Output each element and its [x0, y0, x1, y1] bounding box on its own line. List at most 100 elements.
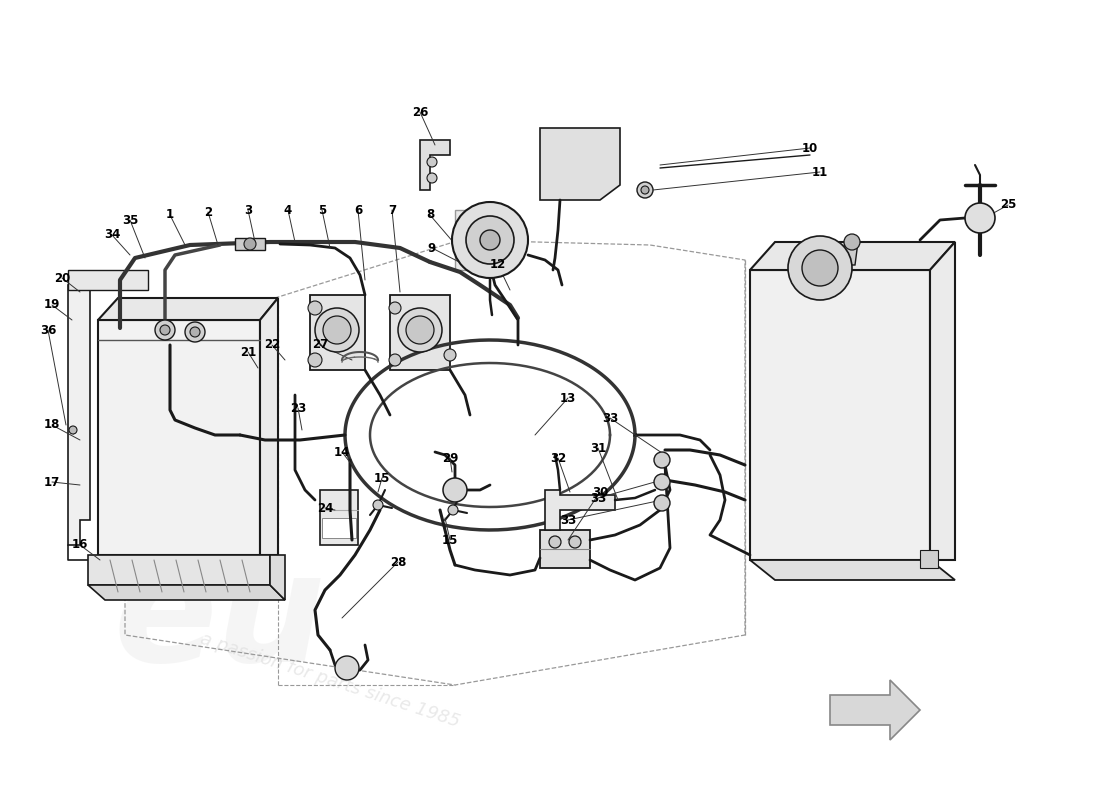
Text: 29: 29: [442, 451, 459, 465]
Circle shape: [452, 202, 528, 278]
Text: a passion for parts since 1985: a passion for parts since 1985: [198, 630, 462, 730]
Polygon shape: [270, 555, 285, 600]
Polygon shape: [455, 210, 510, 270]
Circle shape: [336, 656, 359, 680]
Bar: [68, 270, 148, 290]
Polygon shape: [540, 128, 620, 200]
Text: 33: 33: [590, 491, 606, 505]
Text: 8: 8: [426, 209, 434, 222]
Polygon shape: [88, 585, 285, 600]
Text: 23: 23: [290, 402, 306, 414]
Polygon shape: [750, 270, 930, 560]
Text: 34: 34: [103, 229, 120, 242]
Circle shape: [654, 452, 670, 468]
Circle shape: [844, 234, 860, 250]
Text: 21: 21: [240, 346, 256, 358]
Polygon shape: [260, 298, 278, 555]
Circle shape: [373, 500, 383, 510]
Circle shape: [443, 478, 468, 502]
Circle shape: [480, 230, 501, 250]
Text: 3: 3: [244, 203, 252, 217]
Text: 2: 2: [204, 206, 212, 218]
Polygon shape: [68, 285, 90, 545]
Circle shape: [244, 238, 256, 250]
Text: 15: 15: [374, 471, 390, 485]
Circle shape: [965, 203, 996, 233]
Polygon shape: [98, 298, 278, 320]
Circle shape: [160, 325, 170, 335]
Text: 18: 18: [44, 418, 60, 431]
Polygon shape: [930, 242, 955, 560]
Polygon shape: [420, 140, 450, 190]
Circle shape: [155, 320, 175, 340]
Text: 28: 28: [389, 555, 406, 569]
Text: 14: 14: [333, 446, 350, 458]
Bar: [322, 518, 356, 538]
Bar: [390, 295, 450, 370]
Circle shape: [788, 236, 853, 300]
Text: 22: 22: [264, 338, 280, 351]
Text: 9: 9: [428, 242, 436, 254]
Circle shape: [315, 308, 359, 352]
Circle shape: [389, 354, 402, 366]
Polygon shape: [830, 680, 920, 740]
Text: 32: 32: [550, 451, 566, 465]
Bar: [540, 530, 590, 568]
Polygon shape: [544, 490, 615, 530]
Polygon shape: [840, 242, 858, 265]
Text: 13: 13: [560, 391, 576, 405]
Text: 7: 7: [388, 203, 396, 217]
Circle shape: [549, 536, 561, 548]
Circle shape: [569, 536, 581, 548]
Circle shape: [637, 182, 653, 198]
Circle shape: [308, 353, 322, 367]
Text: 12: 12: [490, 258, 506, 271]
Text: 33: 33: [560, 514, 576, 526]
Text: 1: 1: [166, 209, 174, 222]
Text: 24: 24: [317, 502, 333, 514]
Bar: [320, 490, 358, 545]
Bar: [920, 550, 938, 568]
Circle shape: [69, 426, 77, 434]
Text: 4: 4: [284, 203, 293, 217]
Polygon shape: [88, 555, 270, 585]
Text: 25: 25: [1000, 198, 1016, 211]
Text: 30: 30: [592, 486, 608, 498]
Text: 26: 26: [411, 106, 428, 118]
Polygon shape: [750, 242, 955, 270]
Circle shape: [654, 495, 670, 511]
Text: 15: 15: [442, 534, 459, 546]
Text: 16: 16: [72, 538, 88, 551]
Circle shape: [802, 250, 838, 286]
Text: 33: 33: [602, 411, 618, 425]
Circle shape: [641, 186, 649, 194]
Text: 10: 10: [802, 142, 818, 154]
Text: 19: 19: [44, 298, 60, 311]
Circle shape: [323, 316, 351, 344]
Text: eu: eu: [113, 546, 327, 694]
Polygon shape: [750, 560, 955, 580]
Text: 27: 27: [312, 338, 328, 351]
Text: 17: 17: [44, 475, 60, 489]
Circle shape: [185, 322, 205, 342]
Text: 36: 36: [40, 323, 56, 337]
Text: 6: 6: [354, 203, 362, 217]
Circle shape: [654, 474, 670, 490]
Circle shape: [389, 302, 402, 314]
Circle shape: [190, 327, 200, 337]
Circle shape: [466, 216, 514, 264]
Circle shape: [427, 157, 437, 167]
Bar: [310, 295, 365, 370]
Circle shape: [448, 505, 458, 515]
Circle shape: [308, 301, 322, 315]
Text: 20: 20: [54, 271, 70, 285]
Polygon shape: [98, 320, 260, 555]
Text: 35: 35: [122, 214, 139, 226]
Circle shape: [398, 308, 442, 352]
Text: 11: 11: [812, 166, 828, 178]
Text: 31: 31: [590, 442, 606, 454]
Circle shape: [444, 349, 456, 361]
Circle shape: [406, 316, 434, 344]
Text: 5: 5: [318, 203, 326, 217]
Circle shape: [427, 173, 437, 183]
